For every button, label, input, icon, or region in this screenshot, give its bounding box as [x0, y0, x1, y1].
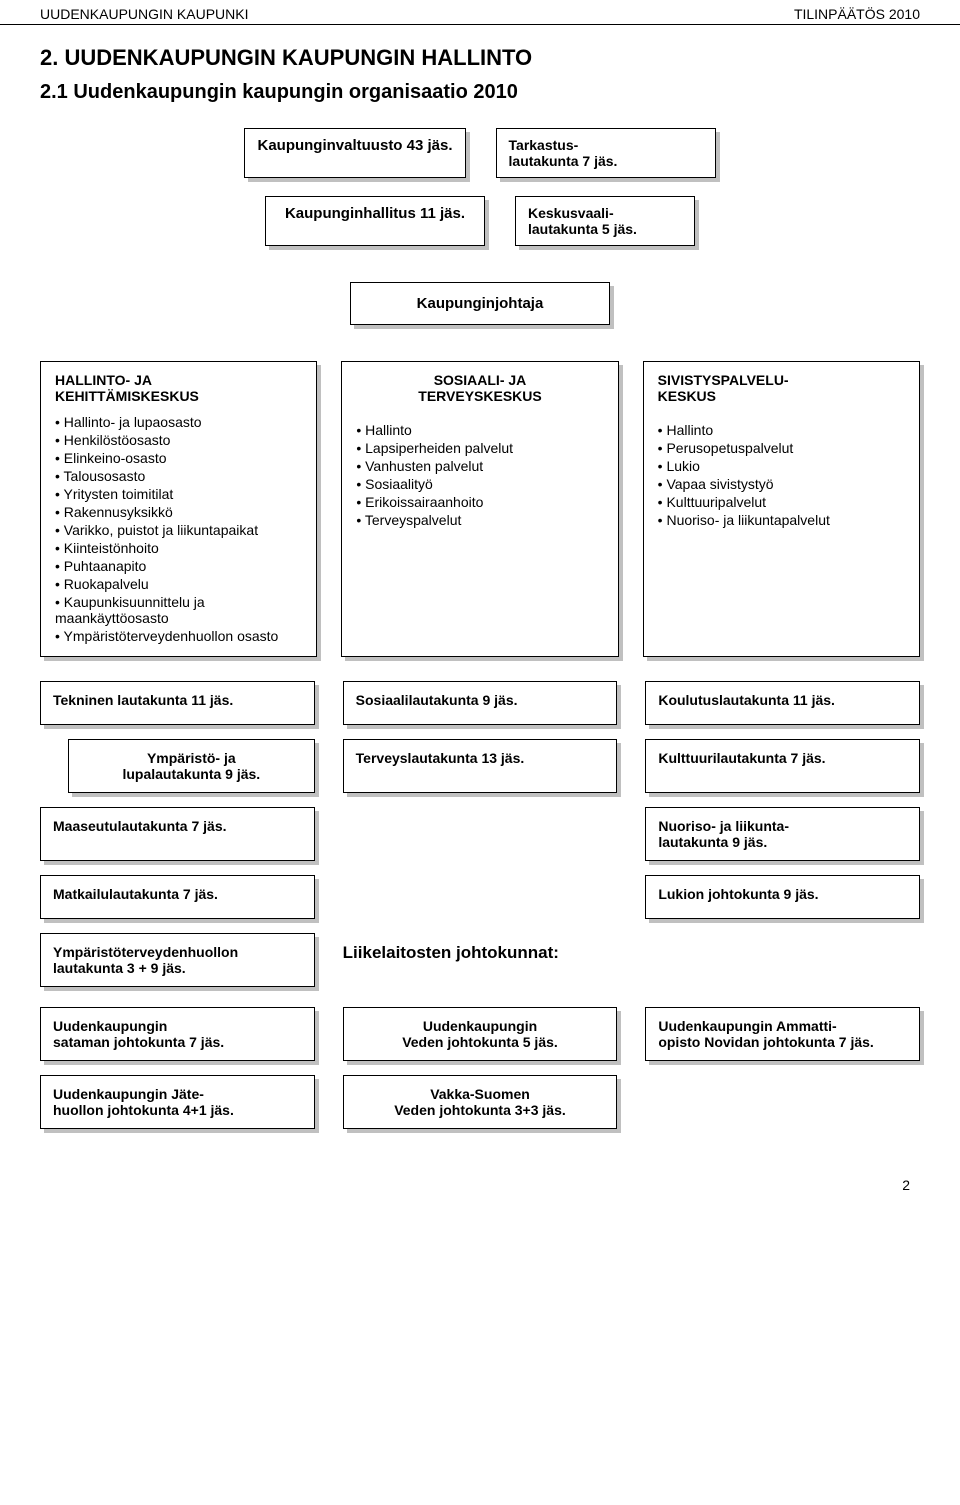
grid-cell: Terveyslautakunta 13 jäs.	[343, 739, 618, 793]
list-item: Sosiaalityö	[356, 476, 603, 492]
pillars-row: HALLINTO- JA KEHITTÄMISKESKUS Hallinto- …	[40, 361, 920, 657]
section-title: 2. UUDENKAUPUNGIN KAUPUNGIN HALLINTO	[40, 45, 920, 71]
list-item: Rakennusyksikkö	[55, 504, 302, 520]
grid-cell: Uudenkaupungin Jäte- huollon johtokunta …	[40, 1075, 315, 1129]
page-header: UUDENKAUPUNGIN KAUPUNKI TILINPÄÄTÖS 2010	[0, 0, 960, 25]
list-item: Ympäristöterveydenhuollon osasto	[55, 628, 302, 644]
list-item: Hallinto	[658, 422, 905, 438]
johtokunta-grid: Uudenkaupungin sataman johtokunta 7 jäs.…	[40, 1007, 920, 1129]
grid-cell: Nuoriso- ja liikunta- lautakunta 9 jäs.	[645, 807, 920, 861]
hallitus-box: Kaupunginhallitus 11 jäs.	[265, 196, 485, 246]
list-item: Hallinto	[356, 422, 603, 438]
grid-cell: Uudenkaupungin Veden johtokunta 5 jäs.	[343, 1007, 618, 1061]
list-item: Elinkeino-osasto	[55, 450, 302, 466]
list-item: Erikoissairaanhoito	[356, 494, 603, 510]
grid-cell: Matkailulautakunta 7 jäs.	[40, 875, 315, 919]
list-item: Lapsiperheiden palvelut	[356, 440, 603, 456]
grid-cell: Tekninen lautakunta 11 jäs.	[40, 681, 315, 725]
list-item: Nuoriso- ja liikuntapalvelut	[658, 512, 905, 528]
list-item: Vapaa sivistystyö	[658, 476, 905, 492]
list-item: Kiinteistönhoito	[55, 540, 302, 556]
grid-cell: Lukion johtokunta 9 jäs.	[645, 875, 920, 919]
liikelaitos-heading: Liikelaitosten johtokunnat:	[343, 933, 618, 987]
grid-cell: Uudenkaupungin sataman johtokunta 7 jäs.	[40, 1007, 315, 1061]
list-item: Puhtaanapito	[55, 558, 302, 574]
list-item: Perusopetuspalvelut	[658, 440, 905, 456]
org-row-johtaja: Kaupunginjohtaja	[40, 282, 920, 325]
grid-cell: Ympäristöterveydenhuollon lautakunta 3 +…	[40, 933, 315, 987]
list-item: Varikko, puistot ja liikuntapaikat	[55, 522, 302, 538]
list-item: Kaupunkisuunnittelu ja maankäyttöosasto	[55, 594, 302, 626]
header-right: TILINPÄÄTÖS 2010	[794, 6, 920, 22]
valtuusto-box: Kaupunginvaltuusto 43 jäs.	[244, 128, 465, 178]
list-item: Ruokapalvelu	[55, 576, 302, 592]
grid-cell: Koulutuslautakunta 11 jäs.	[645, 681, 920, 725]
grid-cell: Vakka-Suomen Veden johtokunta 3+3 jäs.	[343, 1075, 618, 1129]
johtaja-box: Kaupunginjohtaja	[350, 282, 610, 325]
content-area: 2. UUDENKAUPUNGIN KAUPUNGIN HALLINTO 2.1…	[0, 25, 960, 1169]
org-row-top: Kaupunginvaltuusto 43 jäs. Tarkastus- la…	[40, 128, 920, 178]
pillar-list-2: Hallinto Perusopetuspalvelut Lukio Vapaa…	[658, 422, 905, 528]
list-item: Lukio	[658, 458, 905, 474]
list-item: Henkilöstöosasto	[55, 432, 302, 448]
pillar-hallinto: HALLINTO- JA KEHITTÄMISKESKUS Hallinto- …	[40, 361, 317, 657]
list-item: Hallinto- ja lupaosasto	[55, 414, 302, 430]
pillar-list-0: Hallinto- ja lupaosasto Henkilöstöosasto…	[55, 414, 302, 644]
pillar-title-2: SIVISTYSPALVELU- KESKUS	[658, 372, 905, 404]
pillar-title-1: SOSIAALI- JA TERVEYSKESKUS	[356, 372, 603, 404]
list-item: Talousosasto	[55, 468, 302, 484]
list-item: Yritysten toimitilat	[55, 486, 302, 502]
tarkastus-box: Tarkastus- lautakunta 7 jäs.	[496, 128, 716, 178]
grid-cell: Sosiaalilautakunta 9 jäs.	[343, 681, 618, 725]
grid-cell: Uudenkaupungin Ammatti- opisto Novidan j…	[645, 1007, 920, 1061]
pillar-list-1: Hallinto Lapsiperheiden palvelut Vanhust…	[356, 422, 603, 528]
page-number: 2	[0, 1169, 960, 1193]
header-left: UUDENKAUPUNGIN KAUPUNKI	[40, 6, 248, 22]
org-row-mid: Kaupunginhallitus 11 jäs. Keskusvaali- l…	[40, 196, 920, 246]
list-item: Kulttuuripalvelut	[658, 494, 905, 510]
section-subtitle: 2.1 Uudenkaupungin kaupungin organisaati…	[40, 81, 920, 104]
pillar-sosiaali: SOSIAALI- JA TERVEYSKESKUS Hallinto Laps…	[341, 361, 618, 657]
grid-cell: Kulttuurilautakunta 7 jäs.	[645, 739, 920, 793]
pillar-title-0: HALLINTO- JA KEHITTÄMISKESKUS	[55, 372, 302, 404]
pillar-sivistys: SIVISTYSPALVELU- KESKUS Hallinto Perusop…	[643, 361, 920, 657]
grid-cell: Ympäristö- ja lupalautakunta 9 jäs.	[68, 739, 315, 793]
lautakunta-grid: Tekninen lautakunta 11 jäs. Sosiaalilaut…	[40, 681, 920, 987]
list-item: Vanhusten palvelut	[356, 458, 603, 474]
keskusvaali-box: Keskusvaali- lautakunta 5 jäs.	[515, 196, 695, 246]
org-chart: Kaupunginvaltuusto 43 jäs. Tarkastus- la…	[40, 128, 920, 1129]
grid-cell: Maaseutulautakunta 7 jäs.	[40, 807, 315, 861]
list-item: Terveyspalvelut	[356, 512, 603, 528]
